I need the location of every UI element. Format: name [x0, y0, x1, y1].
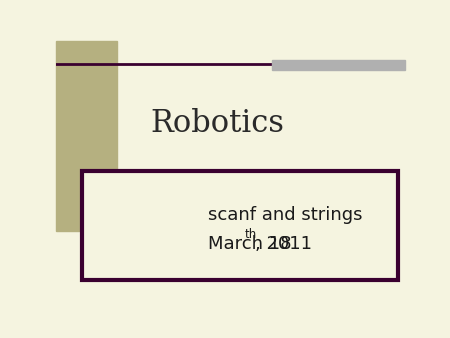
Text: Robotics: Robotics: [150, 108, 284, 139]
Text: , 2011: , 2011: [255, 235, 312, 253]
FancyBboxPatch shape: [82, 171, 398, 280]
Bar: [56, 41, 117, 231]
Text: th: th: [245, 228, 257, 241]
Bar: [273, 60, 405, 71]
Text: scanf and strings: scanf and strings: [208, 206, 362, 224]
Text: March 18: March 18: [208, 235, 292, 253]
